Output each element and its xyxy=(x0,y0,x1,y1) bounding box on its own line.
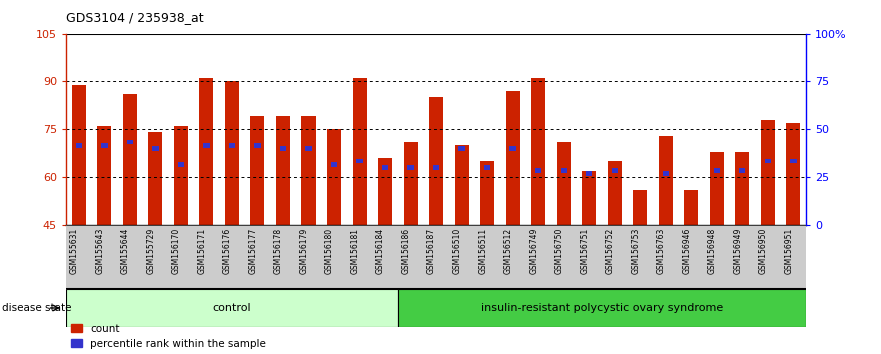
Bar xyxy=(127,139,133,144)
Text: GSM156176: GSM156176 xyxy=(223,228,232,274)
Bar xyxy=(331,162,337,167)
Bar xyxy=(301,116,315,225)
Bar xyxy=(101,143,107,148)
Bar xyxy=(535,168,541,173)
Bar xyxy=(608,161,622,225)
Text: GSM156751: GSM156751 xyxy=(581,228,589,274)
Text: GSM155643: GSM155643 xyxy=(95,228,104,274)
Bar xyxy=(790,159,796,164)
Text: GSM156184: GSM156184 xyxy=(376,228,385,274)
Bar xyxy=(178,162,184,167)
Bar xyxy=(97,126,111,225)
Bar xyxy=(306,146,312,151)
Bar xyxy=(455,145,469,225)
Bar xyxy=(429,97,443,225)
Text: GSM156753: GSM156753 xyxy=(632,228,640,274)
Text: GSM156763: GSM156763 xyxy=(656,228,666,274)
Bar xyxy=(433,165,440,170)
Text: GSM156177: GSM156177 xyxy=(248,228,257,274)
Bar xyxy=(403,142,418,225)
Text: GSM156180: GSM156180 xyxy=(325,228,334,274)
Bar xyxy=(250,116,264,225)
Bar xyxy=(557,142,571,225)
Bar xyxy=(229,143,235,148)
Bar xyxy=(66,289,398,327)
Bar xyxy=(506,91,520,225)
Text: GSM156171: GSM156171 xyxy=(197,228,206,274)
Bar xyxy=(560,168,566,173)
Bar xyxy=(761,120,775,225)
Bar xyxy=(458,146,465,151)
Bar xyxy=(633,190,648,225)
Bar xyxy=(586,171,592,176)
Text: GSM156178: GSM156178 xyxy=(274,228,283,274)
Bar xyxy=(659,136,673,225)
Bar xyxy=(381,165,389,170)
Text: GSM156186: GSM156186 xyxy=(402,228,411,274)
Bar xyxy=(531,78,545,225)
Text: control: control xyxy=(212,303,251,313)
Text: GDS3104 / 235938_at: GDS3104 / 235938_at xyxy=(66,11,204,24)
Text: GSM156512: GSM156512 xyxy=(504,228,513,274)
Bar xyxy=(174,126,188,225)
Bar xyxy=(484,165,491,170)
Bar xyxy=(509,146,515,151)
Bar xyxy=(327,129,341,225)
Bar xyxy=(582,171,596,225)
Text: GSM156511: GSM156511 xyxy=(478,228,487,274)
Bar xyxy=(407,165,414,170)
Bar xyxy=(72,85,85,225)
Bar xyxy=(637,261,643,266)
Text: GSM156949: GSM156949 xyxy=(733,228,743,274)
Legend: count, percentile rank within the sample: count, percentile rank within the sample xyxy=(71,324,266,349)
Bar xyxy=(688,261,694,266)
Bar xyxy=(255,143,261,148)
Bar xyxy=(398,289,806,327)
Text: GSM156950: GSM156950 xyxy=(759,228,768,274)
Bar xyxy=(152,146,159,151)
Bar xyxy=(199,78,213,225)
Bar xyxy=(225,81,239,225)
Text: GSM155644: GSM155644 xyxy=(121,228,130,274)
Bar xyxy=(739,168,745,173)
Bar xyxy=(148,132,162,225)
Bar xyxy=(280,146,286,151)
Bar xyxy=(204,143,210,148)
Bar xyxy=(663,171,669,176)
Bar xyxy=(378,158,392,225)
Bar xyxy=(480,161,494,225)
Bar xyxy=(122,94,137,225)
Text: insulin-resistant polycystic ovary syndrome: insulin-resistant polycystic ovary syndr… xyxy=(481,303,723,313)
Text: GSM156179: GSM156179 xyxy=(300,228,308,274)
Text: GSM156170: GSM156170 xyxy=(172,228,181,274)
Bar xyxy=(276,116,290,225)
Text: GSM156750: GSM156750 xyxy=(555,228,564,274)
Bar xyxy=(736,152,750,225)
Bar xyxy=(352,78,366,225)
Bar xyxy=(611,168,618,173)
Text: GSM156510: GSM156510 xyxy=(453,228,462,274)
Text: GSM155729: GSM155729 xyxy=(146,228,155,274)
Text: disease state: disease state xyxy=(2,303,71,313)
Text: GSM156749: GSM156749 xyxy=(529,228,538,274)
Text: GSM156181: GSM156181 xyxy=(351,228,359,274)
Text: GSM156946: GSM156946 xyxy=(682,228,692,274)
Text: GSM156948: GSM156948 xyxy=(707,228,717,274)
Text: GSM156187: GSM156187 xyxy=(427,228,436,274)
Bar xyxy=(765,159,771,164)
Bar xyxy=(685,190,699,225)
Text: GSM155631: GSM155631 xyxy=(70,228,78,274)
Text: GSM156752: GSM156752 xyxy=(606,228,615,274)
Bar xyxy=(357,159,363,164)
Bar xyxy=(714,168,720,173)
Bar xyxy=(710,152,724,225)
Text: GSM156951: GSM156951 xyxy=(784,228,794,274)
Bar xyxy=(787,123,800,225)
Bar xyxy=(76,143,82,148)
